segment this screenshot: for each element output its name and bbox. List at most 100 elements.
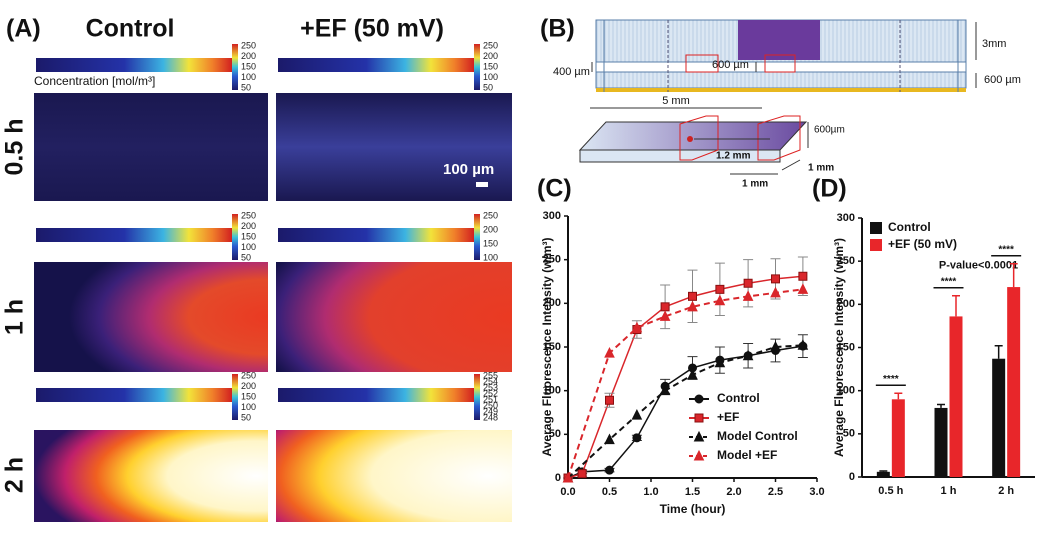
error-bar xyxy=(937,403,945,408)
heatmap xyxy=(34,93,268,201)
colorbar-title: Concentration [mol/m³] xyxy=(34,74,155,88)
marker xyxy=(659,310,671,321)
marker xyxy=(770,286,781,298)
dimension-label: 5 mm xyxy=(662,95,690,107)
y-tick-label: 250 xyxy=(837,255,855,267)
marker xyxy=(631,321,643,333)
colorbar-tick-label: 254 xyxy=(483,376,498,386)
bar xyxy=(1007,287,1021,477)
dimension-label: 1 mm xyxy=(808,163,834,174)
annotation: P-value<0.0001 xyxy=(939,260,1018,272)
panel-label: (D) xyxy=(812,175,847,203)
colorbar-tick-label: 255 xyxy=(483,370,498,380)
row-title: 0.5 h xyxy=(1,119,29,176)
colorbar-tick-label: 200 xyxy=(483,51,498,61)
colorbar-tick-label: 250 xyxy=(241,370,256,380)
marker xyxy=(770,340,781,352)
colorbar-tick-label: 250 xyxy=(483,400,498,410)
bar xyxy=(876,471,890,477)
error-bar xyxy=(994,345,1003,359)
colorbar-tick-label: 200 xyxy=(483,224,498,234)
legend-marker xyxy=(694,413,704,423)
charts: 0 50 100 150 200 250 300 Average Fluorescence I… xyxy=(540,210,1035,516)
colorbar-scale xyxy=(474,374,480,420)
marker xyxy=(631,409,643,420)
legend-label: Model Control xyxy=(717,429,798,443)
y-tick-label: 50 xyxy=(843,428,855,440)
colorbar-tick-label: 100 xyxy=(483,252,498,262)
y-tick-label: 100 xyxy=(543,385,561,397)
y-tick-label: 150 xyxy=(837,341,855,353)
bar xyxy=(934,407,948,477)
bar xyxy=(891,399,905,477)
colorbar-tick-label: 50 xyxy=(241,252,251,262)
colorbar-tick-label: 250 xyxy=(483,210,498,220)
marker xyxy=(715,284,725,294)
x-tick-label: 3.0 xyxy=(809,486,824,498)
column-title: +EF (50 mV) xyxy=(300,15,444,43)
marker xyxy=(687,300,698,312)
dimension-label: 3mm xyxy=(982,38,1006,50)
dimension-label: 600 µm xyxy=(712,59,749,71)
dimension-label: 600µm xyxy=(814,125,845,136)
y-tick-label: 150 xyxy=(543,341,561,353)
error-bar xyxy=(952,294,960,317)
colorbar-strip xyxy=(278,388,474,402)
y-axis-title: Average Fluorescence Intensity (w/m³) xyxy=(832,238,846,457)
colorbar-tick-label: 100 xyxy=(241,402,256,412)
x-tick-label: 1.5 xyxy=(685,486,700,498)
y-tick-label: 300 xyxy=(837,212,855,224)
colorbar-strip xyxy=(278,228,474,242)
y-tick-label: 250 xyxy=(543,254,561,266)
series-line xyxy=(567,275,803,479)
dimension-label: 600 µm xyxy=(984,74,1021,86)
colorbar-tick-label: 248 xyxy=(483,412,498,422)
legend-label: +EF xyxy=(717,410,739,424)
marker xyxy=(714,294,726,306)
heatmap xyxy=(276,430,512,522)
marker xyxy=(605,395,614,405)
marker xyxy=(797,283,809,294)
legend-marker xyxy=(693,430,705,442)
heatmap xyxy=(276,93,512,201)
marker xyxy=(604,346,615,358)
marker xyxy=(604,433,615,445)
x-tick-label: 0.5 xyxy=(602,486,617,498)
marker xyxy=(771,274,780,284)
marker xyxy=(605,465,614,475)
heatmap xyxy=(276,262,512,372)
error-bar xyxy=(894,392,903,400)
colorbar-scale xyxy=(232,214,238,260)
colorbar-strip xyxy=(36,228,232,242)
bar xyxy=(992,358,1006,477)
marker xyxy=(743,278,753,288)
colorbar-tick-label: 250 xyxy=(483,40,498,50)
error-bar xyxy=(879,470,888,472)
legend-label: +EF (50 mV) xyxy=(888,237,957,251)
colorbar-tick-label: 250 xyxy=(241,210,256,220)
y-tick-label: 0 xyxy=(849,471,855,483)
panel-label: (A) xyxy=(6,15,41,43)
x-tick-label: 1.0 xyxy=(643,486,658,498)
x-axis-title: Time (hour) xyxy=(660,502,726,516)
dimension-label: 1 mm xyxy=(742,179,768,190)
colorbar-tick-label: 150 xyxy=(483,61,498,71)
colorbar-tick-label: 50 xyxy=(483,82,493,92)
heatmap xyxy=(34,430,268,522)
series-line xyxy=(567,288,804,479)
x-tick-label: 2 h xyxy=(998,485,1014,497)
marker xyxy=(688,291,697,301)
x-tick-label: 1 h xyxy=(941,485,957,497)
colorbar-scale xyxy=(232,374,238,420)
significance-label: **** xyxy=(883,374,899,385)
marker xyxy=(742,349,754,361)
legend-label: Model +EF xyxy=(717,448,777,462)
colorbar-tick-label: 150 xyxy=(241,391,256,401)
colorbar-scale xyxy=(232,44,238,90)
marker xyxy=(687,368,698,380)
marker xyxy=(562,471,574,483)
y-tick-label: 50 xyxy=(549,428,561,440)
colorbar-tick-label: 253 xyxy=(483,382,498,392)
marker xyxy=(632,433,642,443)
colorbar-tick-label: 251 xyxy=(483,394,498,404)
